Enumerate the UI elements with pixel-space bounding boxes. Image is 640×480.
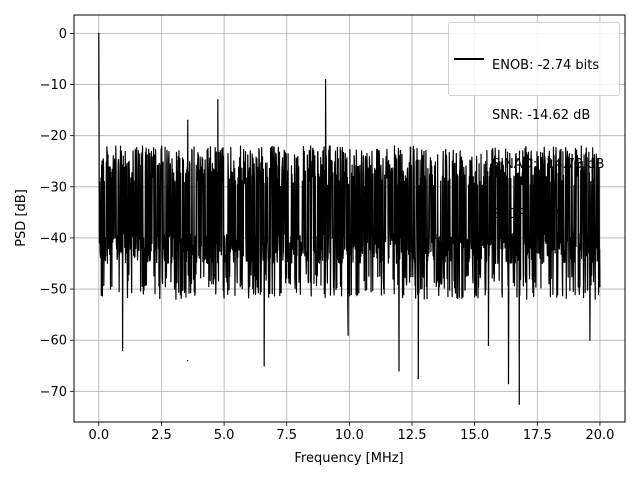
dip-point (417, 377, 419, 380)
x-tick-label: 12.5 (398, 428, 427, 443)
y-tick-label: −30 (40, 180, 67, 195)
psd-line (98, 32, 601, 405)
x-tick-label: 7.5 (276, 428, 297, 443)
dip-point (263, 365, 265, 367)
x-axis-label: Frequency [MHz] (294, 451, 403, 466)
y-axis-label: PSD [dB] (14, 189, 29, 247)
series-psd (98, 32, 601, 405)
x-tick-label: 10.0 (335, 428, 364, 443)
peak-point (98, 32, 100, 35)
legend-enob: ENOB: -2.74 bits (492, 58, 600, 73)
x-tick-label: 20.0 (585, 428, 614, 443)
legend-sinad: SINAD: -14.73 dB (492, 157, 605, 172)
y-tick-label: −20 (40, 129, 67, 144)
x-axis: 0.0 2.5 5.0 7.5 10.0 12.5 15.0 17.5 20.0 (88, 422, 614, 443)
dip-point (122, 349, 124, 352)
dip-point (187, 360, 189, 362)
y-tick-label: 0 (59, 27, 67, 42)
x-tick-label: 5.0 (214, 428, 235, 443)
peak-point (324, 78, 327, 81)
legend-snr: SNR: -14.62 dB (492, 107, 591, 123)
legend-entry: ENOB: -2.74 bits SNR: -14.62 dB SINAD: -… (492, 25, 604, 240)
peak-point (217, 99, 219, 101)
dip-point (487, 344, 490, 346)
y-tick-label: −50 (40, 283, 67, 298)
dip-point (398, 370, 400, 372)
y-tick-label: −40 (40, 231, 67, 246)
dip-point (589, 339, 591, 341)
dip-point (507, 383, 510, 385)
x-tick-label: 2.5 (151, 428, 172, 443)
dip-point (518, 403, 520, 405)
y-tick-label: −70 (40, 385, 67, 400)
dip-point (347, 334, 349, 336)
peak-point (187, 119, 189, 121)
x-tick-label: 0.0 (88, 428, 109, 443)
y-axis: 0 −10 −20 −30 −40 −50 −60 −70 (40, 27, 74, 400)
y-tick-label: −10 (40, 78, 67, 93)
x-tick-label: 15.0 (460, 428, 489, 443)
legend-line-swatch (454, 58, 484, 60)
y-tick-label: −60 (40, 334, 67, 349)
x-tick-label: 17.5 (523, 428, 552, 443)
legend-sfdr: SFDR: 3.19 (492, 206, 564, 222)
